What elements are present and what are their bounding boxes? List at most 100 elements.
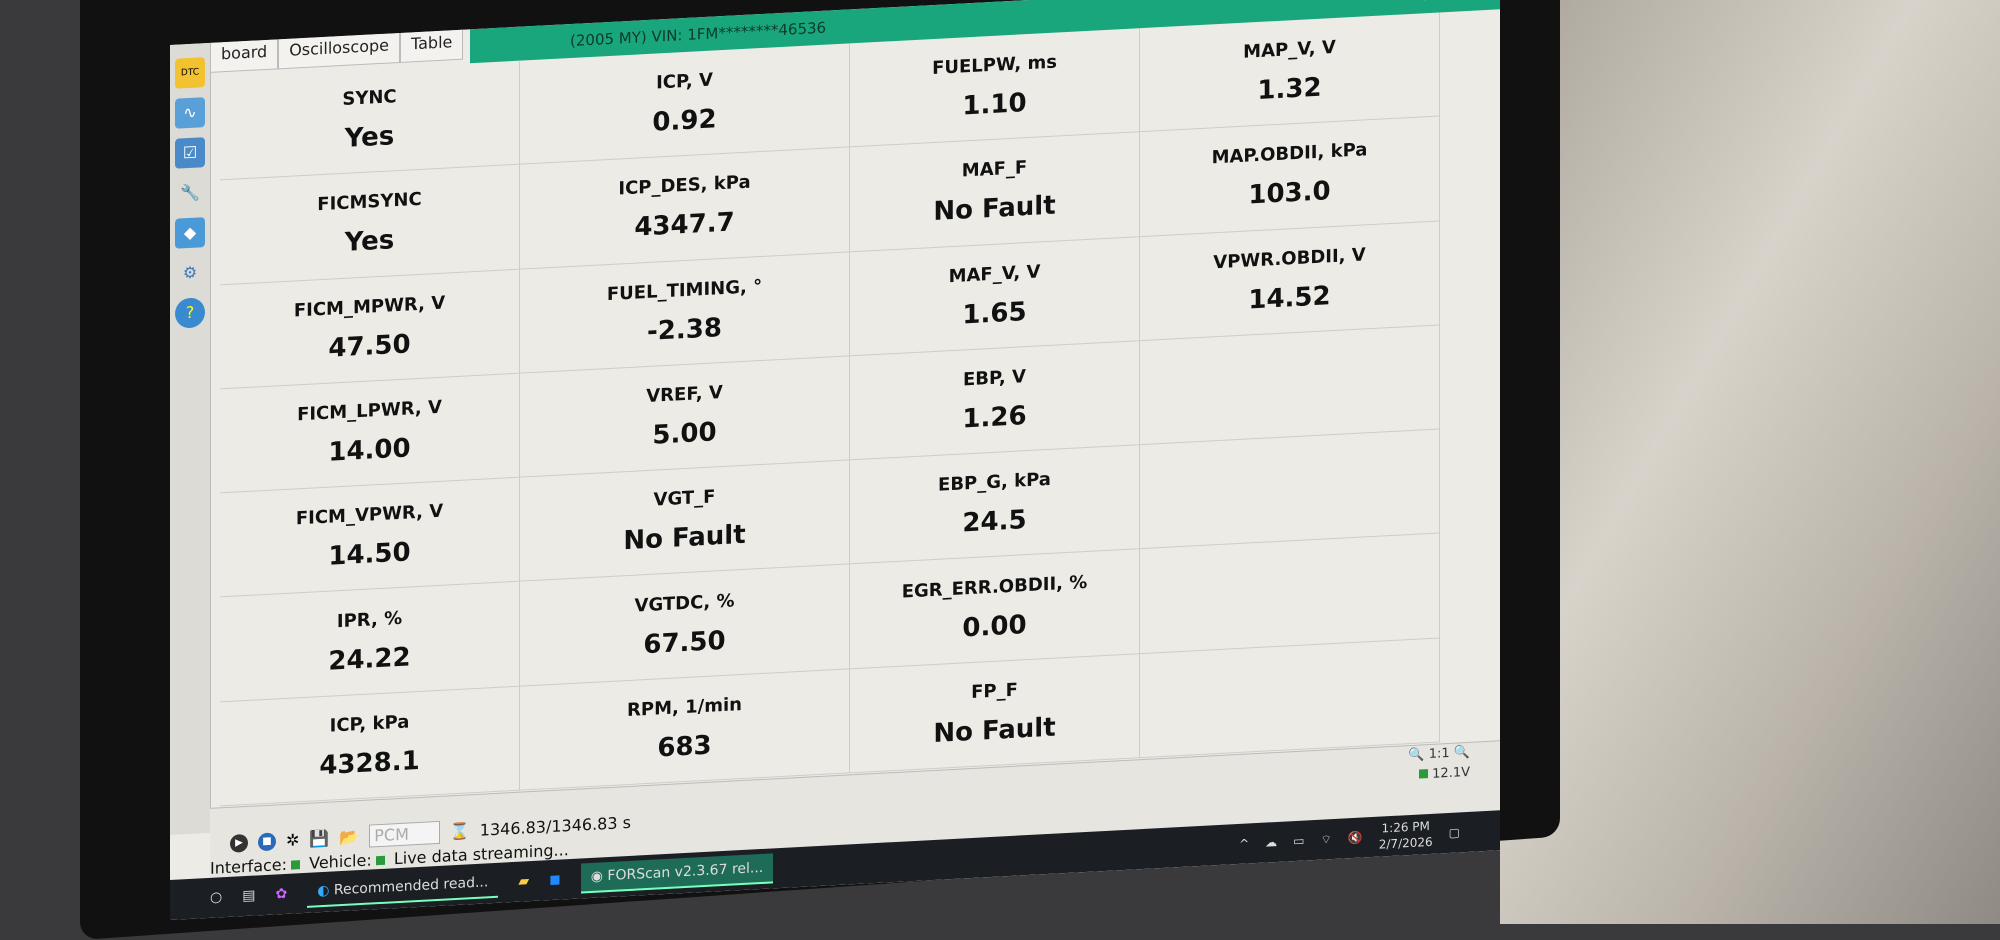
pid-label: ICP_DES, kPa [618,171,751,200]
chevron-up-icon[interactable]: ^ [1239,836,1250,851]
taskbar-forscan[interactable]: ◉ FORScan v2.3.67 rel... [580,853,774,894]
tab-dashboard[interactable]: board [210,39,279,73]
pid-cell[interactable] [1140,325,1439,446]
outlook-icon[interactable]: ◼ [549,871,561,889]
pid-cell[interactable]: VGT_F No Fault [520,460,849,583]
data-column: SYNC Yes FICMSYNC Yes FICM_MPWR, V 47.50 FICM_… [220,60,520,807]
pid-cell[interactable]: ICP, kPa 4328.1 [220,686,519,807]
pid-cell[interactable]: MAP.OBDII, kPa 103.0 [1140,116,1439,237]
volume-muted-icon[interactable]: 🔇 [1347,830,1363,846]
time-icon: ⌛ [449,821,470,842]
voltage-value: 12.1V [1432,764,1470,782]
tab-oscilloscope[interactable]: Oscilloscope [278,32,400,70]
minimize-button[interactable]: – [1398,0,1423,6]
pid-label: ICP, kPa [329,711,410,737]
data-column: MAP_V, V 1.32 MAP.OBDII, kPa 103.0 VPWR.OBDI… [1140,12,1440,759]
module-select[interactable]: PCM [369,820,440,848]
play-icon[interactable]: ▶ [230,833,248,853]
file-explorer-icon[interactable]: ▰ [518,873,530,890]
pid-label: EGR_ERR.OBDII, % [901,571,1088,603]
pid-cell[interactable] [1140,638,1439,759]
pid-cell[interactable]: EBP_G, kPa 24.5 [850,445,1139,565]
pid-cell[interactable]: MAF_V, V 1.65 [850,236,1139,357]
pid-cell[interactable]: EBP, V 1.26 [850,341,1139,461]
pid-cell[interactable]: MAF_F No Fault [850,132,1139,252]
pid-cell[interactable] [1140,533,1439,654]
pid-value: Yes [344,225,395,259]
pid-value: 14.50 [328,537,411,572]
pid-cell[interactable]: MAP_V, V 1.32 [1140,12,1439,133]
zoom-control[interactable]: 🔍 1:1 🔍 [1408,744,1470,764]
cloud-icon[interactable]: ☁ [1265,834,1278,850]
pid-label: MAF_F [961,157,1028,182]
pid-cell[interactable]: ICP, V 0.92 [520,43,849,165]
tab-table[interactable]: Table [399,29,464,63]
pid-label: FICM_VPWR, V [295,500,444,530]
pid-label: VPWR.OBDII, V [1213,244,1366,274]
search-icon[interactable]: ○ [210,889,223,906]
interface-indicator [291,860,301,870]
maximize-button[interactable]: ▫ [1423,0,1451,4]
pid-cell[interactable] [1140,429,1439,550]
pid-cell[interactable]: ICP_DES, kPa 4347.7 [520,147,849,270]
stop-icon[interactable]: ■ [258,831,276,851]
forscan-icon: ◉ [590,868,603,885]
pid-cell[interactable]: FICMSYNC Yes [220,164,519,285]
recording-time: 1346.83/1346.83 s [479,812,631,840]
data-column: ICP, V 0.92 ICP_DES, kPa 4347.7 FUEL_TIMING,… [520,43,850,791]
task-view-icon[interactable]: ▤ [242,887,256,905]
pid-value: 14.52 [1248,280,1331,316]
pid-cell[interactable]: FICM_LPWR, V 14.00 [220,373,519,494]
pid-cell[interactable]: VPWR.OBDII, V 14.52 [1140,221,1439,342]
taskbar-edge[interactable]: ◐ Recommended read... [307,867,499,908]
pid-cell[interactable]: FUEL_TIMING, ° -2.38 [520,251,849,374]
notifications-icon[interactable]: ▢ [1448,825,1460,840]
oscilloscope-icon[interactable]: ∿ [175,97,205,129]
pid-label: FP_F [971,679,1018,703]
save-icon[interactable]: 💾 [309,828,330,849]
close-button[interactable]: × [1450,0,1480,3]
pid-label: RPM, 1/min [627,693,742,721]
pid-label: SYNC [342,86,397,111]
sidebar: DTC ∿ ☑ 🔧 ◆ ⚙ ? [170,42,211,836]
pid-label: FICM_MPWR, V [293,292,446,322]
clock-date: 2/7/2026 [1378,834,1433,852]
pid-label: MAP.OBDII, kPa [1211,139,1368,169]
pid-cell[interactable]: FP_F No Fault [850,653,1139,774]
gear-icon[interactable]: ⚙ [182,262,198,283]
pid-label: ICP, V [656,69,713,94]
copilot-icon[interactable]: ✿ [275,885,288,903]
settings-icon[interactable]: ✲ [286,830,300,850]
vehicle-indicator [375,855,385,866]
pid-value: No Fault [623,520,746,557]
pid-value: 1.32 [1257,72,1322,107]
dtc-icon[interactable]: DTC [175,57,205,89]
pid-value: 14.00 [328,433,411,468]
pid-cell[interactable]: VGTDC, % 67.50 [520,564,849,687]
open-folder-icon[interactable]: 📂 [339,827,360,848]
window-title: (2005 MY) VIN: 1FM********46536 [570,18,827,51]
pid-label: VREF, V [646,382,723,408]
module-chip-icon[interactable]: ◆ [175,217,205,249]
battery-icon[interactable]: ▭ [1293,833,1305,849]
pid-label: VGTDC, % [634,589,735,617]
clock[interactable]: 1:26 PM 2/7/2026 [1379,818,1433,853]
pid-cell[interactable]: EGR_ERR.OBDII, % 0.00 [850,549,1139,670]
checklist-icon[interactable]: ☑ [175,137,205,169]
pid-label: IPR, % [336,607,403,632]
service-tests-icon[interactable]: ? [175,297,205,329]
pid-value: No Fault [933,712,1056,749]
pid-cell[interactable]: FICM_MPWR, V 47.50 [220,269,519,390]
pid-cell[interactable]: FUELPW, ms 1.10 [850,28,1139,148]
pid-label: FICM_LPWR, V [297,396,442,426]
pid-value: 1.10 [962,88,1027,122]
pid-cell[interactable]: FICM_VPWR, V 14.50 [220,477,519,598]
edge-icon: ◐ [317,882,330,900]
wrench-icon[interactable]: 🔧 [180,182,200,203]
pid-cell[interactable]: RPM, 1/min 683 [520,669,849,791]
pid-cell[interactable]: SYNC Yes [220,60,519,181]
pid-cell[interactable]: VREF, V 5.00 [520,356,849,478]
pid-cell[interactable]: IPR, % 24.22 [220,582,519,703]
zoom-level: 1:1 [1428,745,1450,763]
wifi-icon[interactable]: ⌔ [1320,831,1332,847]
